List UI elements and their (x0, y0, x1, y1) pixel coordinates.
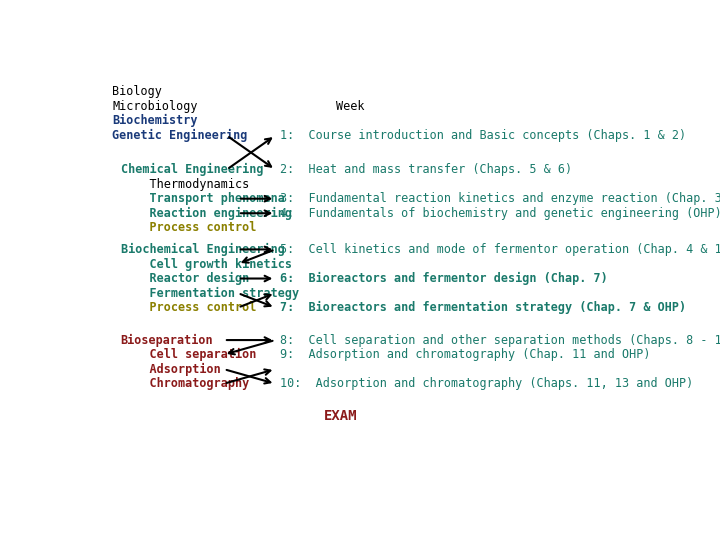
Text: 7:  Bioreactors and fermentation strategy (Chap. 7 & OHP): 7: Bioreactors and fermentation strategy… (280, 301, 686, 314)
Text: Thermodynamics: Thermodynamics (121, 178, 249, 191)
Text: EXAM: EXAM (324, 409, 358, 423)
Text: Bioseparation: Bioseparation (121, 334, 213, 347)
Text: 2:  Heat and mass transfer (Chaps. 5 & 6): 2: Heat and mass transfer (Chaps. 5 & 6) (280, 163, 572, 176)
Text: 5:  Cell kinetics and mode of fermentor operation (Chap. 4 & 12.6): 5: Cell kinetics and mode of fermentor o… (280, 243, 720, 256)
Text: Fermentation strategy: Fermentation strategy (121, 287, 299, 300)
Text: 6:  Bioreactors and fermentor design (Chap. 7): 6: Bioreactors and fermentor design (Cha… (280, 272, 608, 285)
Text: Transport phenomena: Transport phenomena (121, 192, 284, 205)
Text: 9:  Adsorption and chromatography (Chap. 11 and OHP): 9: Adsorption and chromatography (Chap. … (280, 348, 650, 361)
Text: Genetic Engineering: Genetic Engineering (112, 129, 248, 142)
Text: 1:  Course introduction and Basic concepts (Chaps. 1 & 2): 1: Course introduction and Basic concept… (280, 129, 686, 142)
Text: 4:  Fundamentals of biochemistry and genetic engineering (OHP): 4: Fundamentals of biochemistry and gene… (280, 207, 720, 220)
Text: 3:  Fundamental reaction kinetics and enzyme reaction (Chap. 3): 3: Fundamental reaction kinetics and enz… (280, 192, 720, 205)
Text: 8:  Cell separation and other separation methods (Chaps. 8 - 10): 8: Cell separation and other separation … (280, 334, 720, 347)
Text: Biology: Biology (112, 85, 162, 98)
Text: Chemical Engineering: Chemical Engineering (121, 163, 264, 176)
Text: Biochemical Engineering: Biochemical Engineering (121, 243, 284, 256)
Text: Week: Week (336, 100, 364, 113)
Text: Chromatography: Chromatography (121, 377, 249, 390)
Text: Microbiology: Microbiology (112, 100, 198, 113)
Text: Reactor design: Reactor design (121, 272, 249, 285)
Text: Reaction engineering: Reaction engineering (121, 207, 292, 220)
Text: 10:  Adsorption and chromatography (Chaps. 11, 13 and OHP): 10: Adsorption and chromatography (Chaps… (280, 377, 693, 390)
Text: Cell growth kinetics: Cell growth kinetics (121, 258, 292, 271)
Text: Cell separation: Cell separation (121, 348, 256, 361)
Text: Adsorption: Adsorption (121, 363, 220, 376)
Text: Biochemistry: Biochemistry (112, 114, 198, 127)
Text: Process control: Process control (121, 301, 256, 314)
Text: Process control: Process control (121, 221, 256, 234)
